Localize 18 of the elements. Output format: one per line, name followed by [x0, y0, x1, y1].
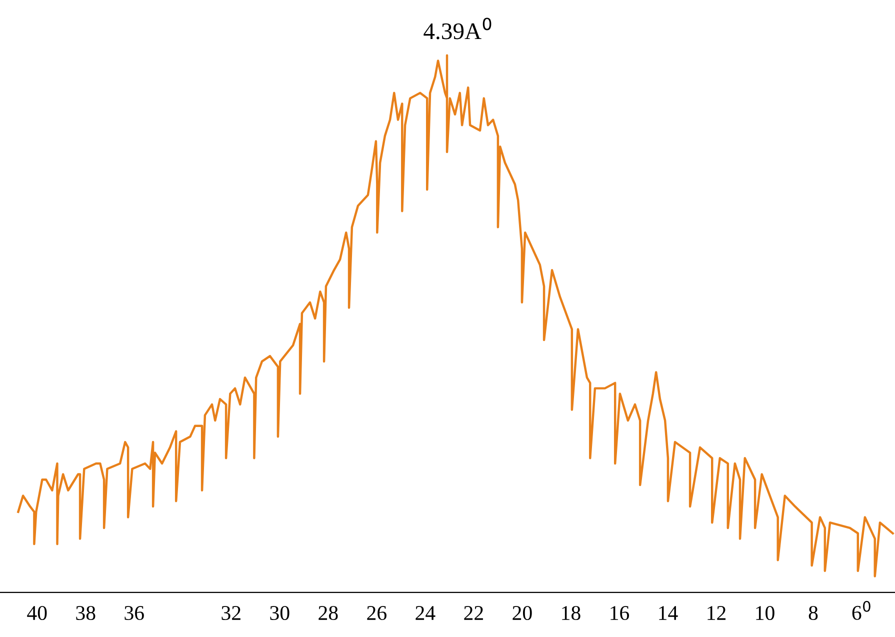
x-tick-label: 40 [27, 606, 47, 620]
x-tick-label: 38 [76, 606, 96, 620]
x-tick-label: 6$^{0}$ [852, 600, 870, 620]
x-tick-label: 20 [512, 606, 532, 620]
annotation: 4.39A$^{0}$ [424, 18, 492, 40]
x-tick-label: 24 [416, 606, 436, 620]
x-tick-label: 30 [270, 606, 290, 620]
x-tick-label: 12 [708, 606, 726, 620]
x-tick-label: 26 [367, 606, 386, 620]
x-tick-label: 8 [808, 606, 818, 620]
x-tick-label: 10 [756, 606, 774, 620]
x-tick-label: 18 [562, 606, 580, 620]
x-tick-label: 36 [124, 606, 144, 620]
x-tick-label: 28 [318, 606, 338, 620]
x-tick-label: 16 [610, 606, 630, 620]
x-tick-label: 14 [659, 606, 678, 620]
x-tick-label: 22 [464, 606, 483, 620]
x-tick-label: 32 [222, 606, 240, 620]
